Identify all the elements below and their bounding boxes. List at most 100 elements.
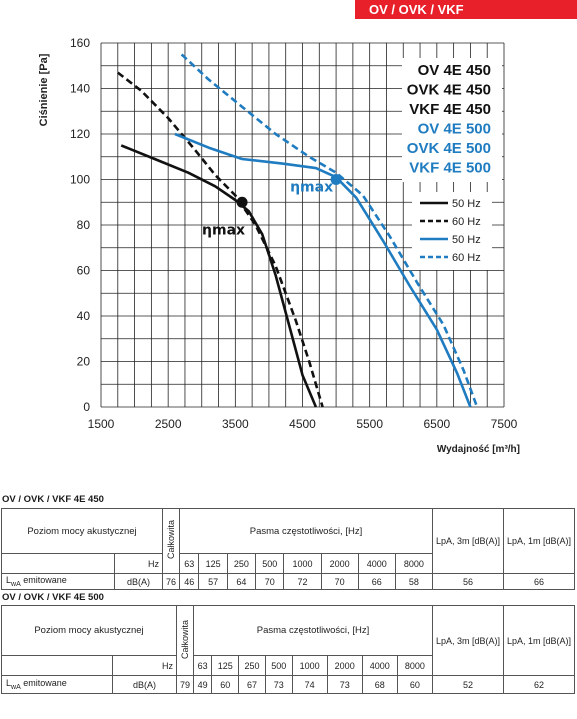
acoustic-table-500: Poziom mocy akustycznej Całkowita Pasma … <box>1 605 575 694</box>
chart-curves: ηmax ηmax <box>117 53 479 408</box>
x-tick-label: 3500 <box>222 417 249 431</box>
bands-header: Pasma częstotliwości, [Hz] <box>193 605 433 656</box>
legend-label: 60 Hz <box>452 252 481 264</box>
eta-max-label: ηmax <box>202 222 245 238</box>
band-value: 46 <box>178 573 200 590</box>
table-title-500: OV / OVK / VKF 4E 500 <box>2 592 104 603</box>
x-tick-label: 1500 <box>88 417 115 431</box>
y-tick-label: 40 <box>77 309 91 323</box>
lw-label: LwA emitowane <box>1 675 113 694</box>
band-value: 73 <box>264 675 293 694</box>
band-value: 74 <box>291 675 328 694</box>
bands-header: Pasma częstotliwości, [Hz] <box>179 508 433 554</box>
hz-label: Hz <box>114 553 163 574</box>
legend-label: 50 Hz <box>452 198 481 210</box>
x-tick-label: 4500 <box>289 417 316 431</box>
y-tick-label: 120 <box>70 127 90 141</box>
lw-label: LwA emitowane <box>1 573 115 590</box>
band-header: 125 <box>211 655 240 676</box>
lpa1-header: LpA, 1m [dB(A)] <box>503 508 575 574</box>
eta-max-label: ηmax <box>290 180 333 196</box>
lpa3-header: LpA, 3m [dB(A)] <box>432 605 504 676</box>
row-header: Poziom mocy akustycznej <box>1 508 163 554</box>
band-value: 68 <box>361 675 398 694</box>
total-header: Całkowita <box>180 619 190 659</box>
series-line-2 <box>174 132 472 408</box>
x-tick-label: 5500 <box>356 417 383 431</box>
y-tick-label: 60 <box>77 264 91 278</box>
legend-label: 60 Hz <box>452 216 481 228</box>
chart-legend: OV 4E 450 OVK 4E 450 VKF 4E 450 OV 4E 500 OV… <box>407 62 491 264</box>
eta-max-point <box>236 196 248 208</box>
fan-performance-chart: ηmax ηmax 1500 2500 3500 4500 5500 6500 7500 0 20… <box>38 36 520 455</box>
band-header: 63 <box>192 655 213 676</box>
band-header: 1000 <box>291 655 328 676</box>
total-value: 76 <box>162 573 180 590</box>
label-panel <box>402 58 502 182</box>
lpa1-value: 62 <box>503 675 575 694</box>
legend-label: 50 Hz <box>452 234 481 246</box>
total-value: 79 <box>176 675 194 694</box>
unit: dB(A) <box>114 573 163 590</box>
chart-axes: 1500 2500 3500 4500 5500 6500 7500 0 20 40 60 80 100… <box>38 36 520 455</box>
hz-label: Hz <box>112 655 177 676</box>
y-tick-label: 0 <box>83 400 90 414</box>
lpa3-value: 52 <box>432 675 504 694</box>
lpa3-header: LpA, 3m [dB(A)] <box>432 508 504 574</box>
band-value: 58 <box>394 573 434 590</box>
lpa3-value: 56 <box>432 573 504 590</box>
y-tick-label: 140 <box>70 82 90 96</box>
acoustic-table-450: Poziom mocy akustycznej Całkowita Pasma … <box>1 508 575 590</box>
band-value: 72 <box>283 573 322 590</box>
band-header: 4000 <box>361 655 398 676</box>
band-value: 60 <box>396 675 434 694</box>
band-header: 500 <box>255 553 285 574</box>
y-tick-label: 80 <box>77 218 91 232</box>
model-label: OVK 4E 450 <box>407 82 491 99</box>
band-header: 125 <box>198 553 228 574</box>
band-value: 57 <box>198 573 228 590</box>
x-tick-label: 2500 <box>155 417 182 431</box>
band-header: 2000 <box>326 655 363 676</box>
y-axis-label: Ciśnienie [Pa] <box>38 53 50 126</box>
header-badge: OV / OVK / VKF <box>355 0 577 19</box>
y-tick-label: 20 <box>77 355 91 369</box>
x-tick-label: 6500 <box>423 417 450 431</box>
model-label: OVK 4E 500 <box>407 140 491 157</box>
series-line-1 <box>117 71 324 408</box>
y-tick-label: 100 <box>70 173 90 187</box>
model-label: OV 4E 500 <box>418 121 491 138</box>
x-axis-label: Wydajność [m³/h] <box>437 444 520 455</box>
band-header: 1000 <box>283 553 322 574</box>
chart-grid <box>100 42 505 408</box>
band-header: 250 <box>226 553 257 574</box>
band-header: 250 <box>238 655 266 676</box>
y-tick-label: 160 <box>70 36 90 50</box>
band-value: 60 <box>211 675 240 694</box>
table-title-450: OV / OVK / VKF 4E 450 <box>2 494 104 505</box>
legend-panel <box>412 192 492 270</box>
band-header: 63 <box>178 553 200 574</box>
band-header: 8000 <box>396 655 434 676</box>
band-value: 49 <box>192 675 213 694</box>
series-line-3 <box>180 53 479 408</box>
band-header: 4000 <box>357 553 396 574</box>
model-label: VKF 4E 450 <box>409 101 491 118</box>
unit: dB(A) <box>112 675 177 694</box>
band-value: 70 <box>255 573 285 590</box>
total-header: Całkowita <box>166 520 176 560</box>
band-value: 73 <box>326 675 363 694</box>
band-value: 64 <box>226 573 257 590</box>
band-header: 500 <box>264 655 293 676</box>
eta-max-point <box>330 174 342 185</box>
model-label: VKF 4E 500 <box>409 160 491 177</box>
band-header: 2000 <box>320 553 359 574</box>
lpa1-value: 66 <box>503 573 575 590</box>
band-value: 66 <box>357 573 396 590</box>
model-label: OV 4E 450 <box>418 62 491 79</box>
lpa1-header: LpA, 1m [dB(A)] <box>503 605 575 676</box>
band-header: 8000 <box>394 553 434 574</box>
band-value: 67 <box>238 675 266 694</box>
row-header: Poziom mocy akustycznej <box>1 605 177 656</box>
series-line-0 <box>120 144 318 408</box>
